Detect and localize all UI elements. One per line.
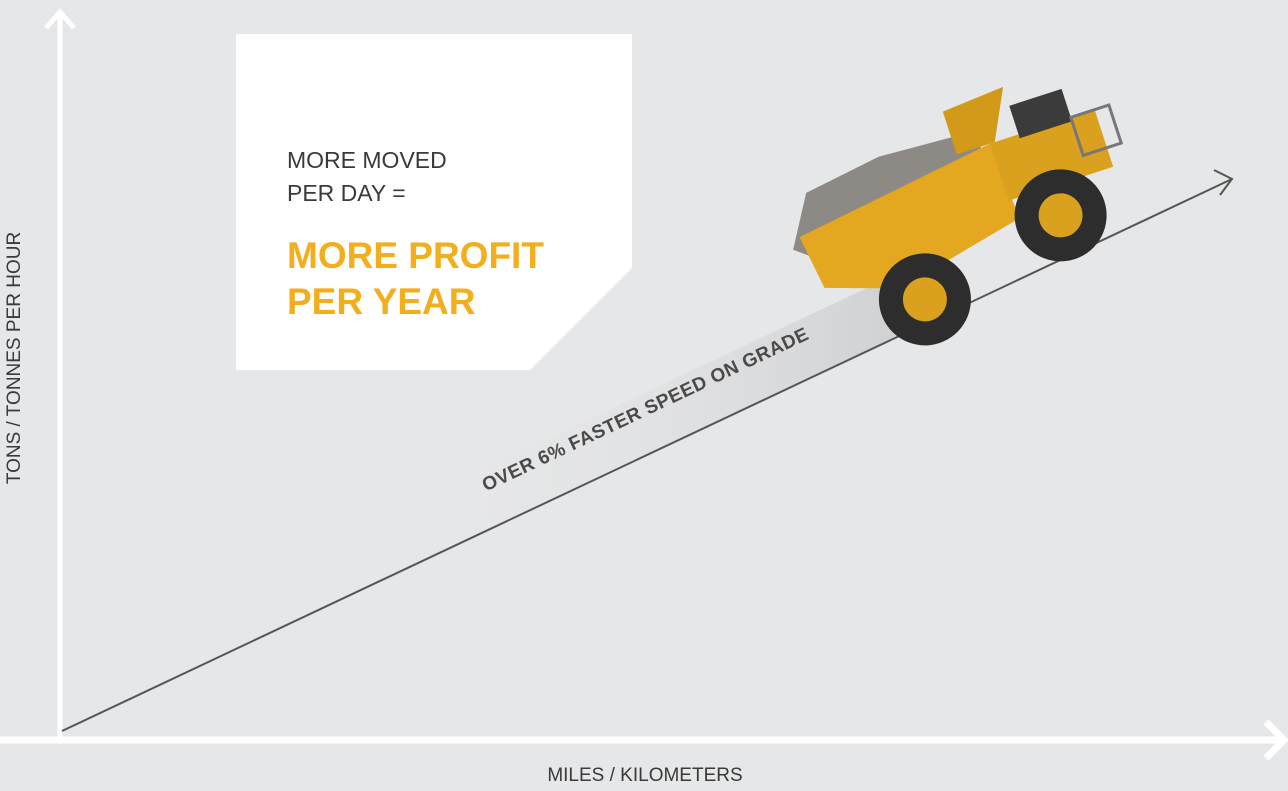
callout-line: MORE MOVED: [287, 147, 447, 173]
y-axis-label: TONS / TONNES PER HOUR: [4, 232, 25, 484]
infographic: OVER 6% FASTER SPEED ON GRADE MORE MOVED…: [0, 0, 1288, 791]
x-axis-label: MILES / KILOMETERS: [547, 765, 742, 786]
callout-highlight: PER YEAR: [287, 281, 476, 322]
callout-highlight: MORE PROFIT: [287, 235, 544, 276]
callout-line: PER DAY =: [287, 180, 406, 206]
